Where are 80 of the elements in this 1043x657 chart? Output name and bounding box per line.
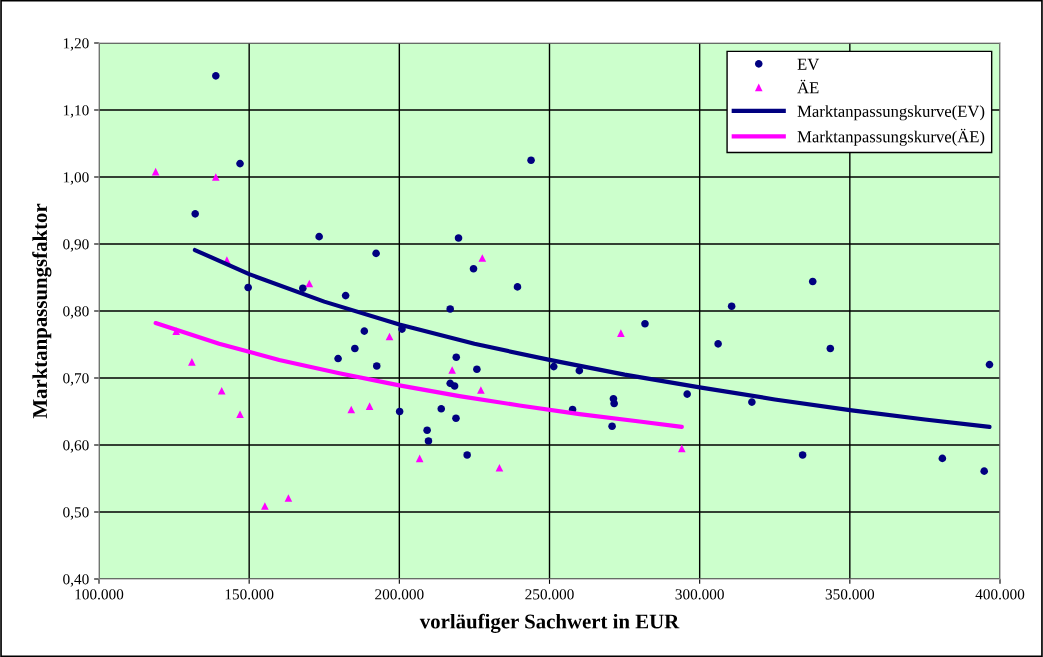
point (315, 232, 323, 241)
point (477, 386, 485, 394)
legend-label: Marktanpassungskurve(EV) (797, 105, 985, 121)
point (527, 156, 535, 165)
point (454, 234, 463, 242)
point (826, 344, 835, 353)
y-tick-label: 1,10 (63, 105, 89, 118)
point (360, 327, 369, 335)
line-series (153, 320, 684, 429)
point (351, 344, 359, 353)
point (261, 502, 269, 510)
legend-label: Marktanpassungskurve(ÄE) (797, 128, 985, 146)
point (395, 407, 404, 416)
point (236, 159, 244, 168)
x-axis-title: vorläufiger Sachwert in EUR (419, 613, 680, 633)
point (463, 451, 471, 459)
point (980, 467, 989, 475)
point (748, 398, 756, 406)
x-tick-label: 200.000 (375, 589, 424, 600)
x-tick-label: 150.000 (225, 589, 274, 600)
point (372, 249, 380, 258)
point (549, 362, 558, 371)
y-tick-label: 0,70 (63, 373, 89, 386)
point (478, 254, 487, 262)
y-tick-label: 0,40 (63, 574, 89, 587)
point (446, 305, 454, 313)
point (798, 451, 807, 459)
x-tick-label: 300.000 (675, 589, 724, 600)
point (808, 277, 817, 286)
point (473, 365, 481, 374)
point (641, 319, 649, 328)
x-tick-label: 250.000 (525, 589, 574, 600)
point (415, 454, 424, 463)
legend-label: EV (797, 58, 820, 70)
y-tick-label: 0,60 (63, 440, 89, 453)
y-tick-label: 0,80 (63, 306, 89, 319)
y-tick-label: 0,50 (63, 507, 89, 520)
point (365, 402, 374, 410)
point (608, 422, 616, 431)
y-tick-label: 1,20 (63, 38, 89, 51)
point (448, 366, 456, 374)
x-tick-label: 350.000 (825, 589, 875, 600)
point (347, 405, 356, 414)
point (217, 386, 226, 395)
line-series (192, 247, 992, 429)
point (341, 291, 350, 300)
point (938, 454, 947, 463)
point (677, 444, 686, 453)
y-tick-label: 1,00 (63, 172, 89, 185)
y-tick-label: 0,90 (63, 239, 89, 252)
point (424, 437, 433, 445)
point (299, 284, 307, 293)
point (372, 362, 381, 370)
point (450, 382, 459, 390)
point (683, 390, 691, 398)
point (610, 399, 618, 408)
x-tick-label: 400.000 (975, 589, 1025, 600)
point (212, 173, 220, 181)
point (191, 210, 199, 218)
point (495, 463, 504, 472)
point (244, 283, 252, 292)
point (284, 494, 293, 502)
x-tick-label: 100.000 (75, 589, 124, 600)
point (452, 414, 460, 422)
point (617, 329, 625, 337)
y-axis-title: Marktanpassungsfaktor (32, 203, 52, 419)
point (212, 72, 220, 80)
point (188, 358, 196, 366)
point (334, 354, 342, 363)
point (513, 283, 522, 291)
legend-label: ÄE (797, 79, 819, 94)
point (305, 279, 314, 288)
point (236, 410, 244, 418)
point (469, 264, 478, 273)
point (423, 426, 431, 435)
point (985, 360, 994, 369)
point (714, 340, 722, 348)
point (437, 405, 446, 413)
point (727, 302, 736, 311)
point (452, 353, 461, 362)
